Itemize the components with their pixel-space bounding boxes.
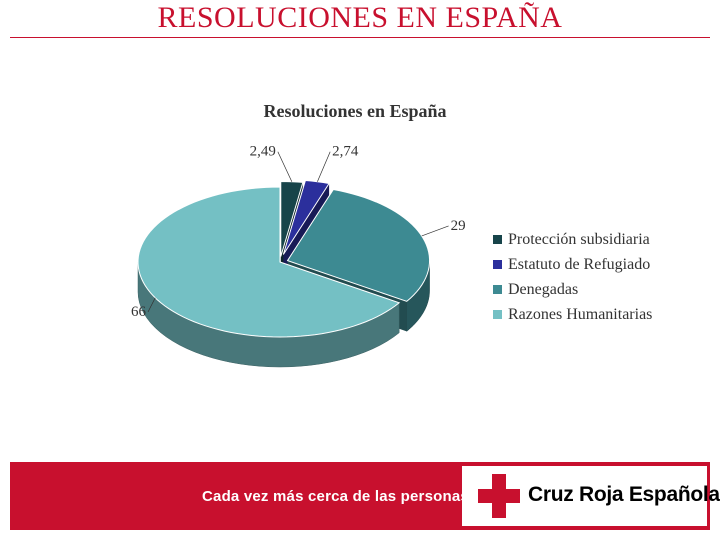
legend-swatch-0 [493,235,502,244]
pie-slice-estatuto-de-refugiado [282,179,330,255]
pie-slice-protecci-n-subsidiaria [280,181,304,257]
legend-label-2: Denegadas [508,281,578,298]
title-divider [10,37,710,38]
footer-banner: Cada vez más cerca de las personas Cruz … [10,462,720,530]
data-label-leader-1 [317,151,331,182]
data-label-1: 2,74 [332,144,359,160]
legend-label-0: Protección subsidiaria [508,231,650,248]
footer-tagline: Cada vez más cerca de las personas [202,488,469,505]
chart-title: Resoluciones en España [263,101,446,121]
legend-label-1: Estatuto de Refugiado [508,256,650,273]
footer-organization-name: Cruz Roja Española [528,483,720,506]
legend-swatch-3 [493,310,502,319]
pie-slice-razones-humanitarias [137,186,401,338]
red-cross-icon [478,474,520,518]
data-label-0: 2,49 [250,144,276,160]
slide-title: RESOLUCIONES EN ESPAÑA [157,1,563,34]
data-label-3: 66 [131,304,147,320]
legend-swatch-1 [493,260,502,269]
data-label-leader-2 [421,225,449,237]
pie-slice-denegadas [286,188,431,302]
data-label-leader-0 [277,151,293,182]
data-label-2: 29 [451,218,466,234]
data-label-leader-3 [147,297,156,313]
footer-logo: Cruz Roja Española [462,466,720,526]
legend-swatch-2 [493,285,502,294]
legend-label-3: Razones Humanitarias [508,306,652,323]
